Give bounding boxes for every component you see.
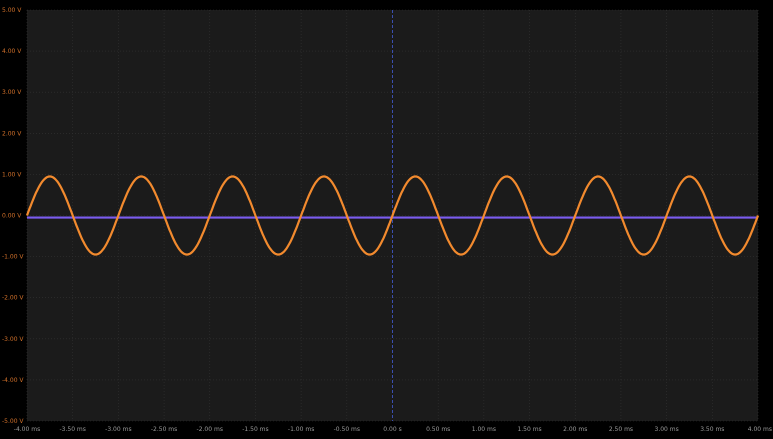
x-tick-label: 1.00 ms (472, 426, 496, 433)
x-tick-label: -2.00 ms (197, 426, 223, 433)
x-tick-label: 3.50 ms (700, 426, 724, 433)
x-tick-label: -2.50 ms (151, 426, 177, 433)
y-tick-label: -4.00 V (2, 377, 24, 384)
y-tick-label: 1.00 V (2, 171, 22, 178)
x-tick-label: 2.50 ms (609, 426, 633, 433)
channel-1-trace (25, 175, 760, 256)
y-tick-label: 2.00 V (2, 130, 22, 137)
y-tick-label: 4.00 V (2, 48, 22, 55)
x-tick-label: 2.00 ms (563, 426, 587, 433)
y-tick-label: -2.00 V (2, 295, 24, 302)
x-tick-label: -0.50 ms (334, 426, 360, 433)
x-tick-label: 1.50 ms (517, 426, 541, 433)
y-tick-label: 0.00 V (2, 213, 22, 220)
y-tick-label: 5.00 V (2, 7, 22, 14)
x-tick-label: 0.00 s (383, 426, 401, 433)
y-tick-label: 3.00 V (2, 89, 22, 96)
y-axis-labels: 5.00 V 4.00 V 3.00 V 2.00 V 1.00 V 0.00 V -1.0… (2, 7, 24, 425)
x-tick-label: -1.50 ms (242, 426, 268, 433)
x-tick-label: -3.50 ms (59, 426, 85, 433)
y-tick-label: -5.00 V (2, 418, 24, 425)
x-tick-label: -4.00 ms (14, 426, 40, 433)
x-tick-label: 3.00 ms (655, 426, 679, 433)
x-tick-label: 4.00 ms (748, 426, 772, 433)
grid (26, 9, 759, 422)
x-axis-labels: -4.00 ms -3.50 ms -3.00 ms -2.50 ms -2.00 ms… (14, 426, 772, 433)
traces (25, 175, 760, 256)
x-tick-label: -3.00 ms (105, 426, 131, 433)
x-tick-label: -1.00 ms (288, 426, 314, 433)
y-tick-label: -1.00 V (2, 254, 24, 261)
x-tick-label: 0.50 ms (426, 426, 450, 433)
y-tick-label: -3.00 V (2, 336, 24, 343)
